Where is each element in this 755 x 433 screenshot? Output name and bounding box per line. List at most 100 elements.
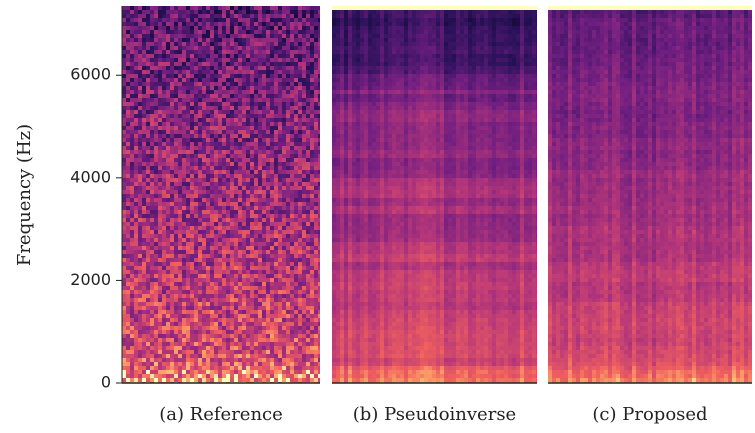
spectrogram-cell	[190, 122, 194, 126]
spectrogram-cell	[306, 142, 310, 146]
spectrogram-cell	[262, 222, 266, 226]
spectrogram-cell	[210, 290, 214, 294]
spectrogram-cell	[174, 214, 178, 218]
spectrogram-cell	[234, 326, 238, 330]
spectrogram-cell	[302, 50, 306, 54]
spectrogram-cell	[198, 366, 202, 370]
spectrogram-cell	[318, 146, 320, 150]
spectrogram-cell	[258, 38, 262, 42]
spectrogram-cell	[198, 34, 202, 38]
spectrogram-cell	[290, 90, 294, 94]
spectrogram-cell	[186, 194, 190, 198]
spectrogram-cell	[258, 226, 262, 230]
spectrogram-cell	[246, 366, 250, 370]
spectrogram-cell	[190, 78, 194, 82]
spectrogram-cell	[294, 182, 298, 186]
spectrogram-cell	[194, 166, 198, 170]
spectrogram-cell	[464, 6, 468, 10]
spectrogram-cell	[182, 106, 186, 110]
spectrogram-cell	[286, 174, 290, 178]
spectrogram-cell	[310, 118, 314, 122]
spectrogram-cell	[142, 70, 146, 74]
spectrogram-cell	[532, 6, 536, 10]
spectrogram-cell	[250, 102, 254, 106]
spectrogram-cell	[174, 62, 178, 66]
spectrogram-cell	[178, 214, 182, 218]
spectrogram-cell	[452, 10, 456, 14]
spectrogram-cell	[290, 134, 294, 138]
spectrogram-cell	[150, 150, 154, 154]
spectrogram-cell	[202, 254, 206, 258]
spectrogram-cell	[154, 6, 158, 10]
spectrogram-cell	[158, 194, 162, 198]
spectrogram-cell	[194, 270, 198, 274]
spectrogram-cell	[174, 82, 178, 86]
spectrogram-cell	[214, 306, 218, 310]
spectrogram-cell	[158, 134, 162, 138]
spectrogram-cell	[290, 126, 294, 130]
spectrogram-cell	[238, 182, 242, 186]
spectrogram-cell	[158, 370, 162, 374]
spectrogram-cell	[154, 90, 158, 94]
spectrogram-cell	[194, 38, 198, 42]
spectrogram-cell	[254, 362, 258, 366]
spectrogram-cell	[170, 222, 174, 226]
spectrogram-cell	[314, 10, 318, 14]
spectrogram-cell	[282, 30, 286, 34]
spectrogram-cell	[348, 10, 352, 14]
spectrogram-cell	[262, 174, 266, 178]
spectrogram-cell	[218, 298, 222, 302]
spectrogram-cell	[138, 226, 142, 230]
spectrogram-cell	[214, 318, 218, 322]
spectrogram-cell	[150, 102, 154, 106]
spectrogram-cell	[314, 334, 318, 338]
spectrogram-cell	[170, 94, 174, 98]
spectrogram-cell	[234, 230, 238, 234]
spectrogram-cell	[266, 178, 270, 182]
spectrogram-cell	[174, 266, 178, 270]
spectrogram-cell	[310, 298, 314, 302]
spectrogram-cell	[198, 266, 202, 270]
spectrogram-cell	[266, 170, 270, 174]
spectrogram-cell	[254, 114, 258, 118]
spectrogram-cell	[306, 26, 310, 30]
spectrogram-cell	[524, 18, 528, 22]
spectrogram-cell	[340, 18, 344, 22]
spectrogram-cell	[178, 338, 182, 342]
spectrogram-cell	[290, 34, 294, 38]
spectrogram-cell	[178, 62, 182, 66]
spectrogram-cell	[254, 94, 258, 98]
spectrogram-cell	[230, 174, 234, 178]
spectrogram-cell	[254, 298, 258, 302]
spectrogram-cell	[210, 378, 214, 382]
spectrogram-cell	[126, 238, 130, 242]
spectrogram-cell	[286, 170, 290, 174]
spectrogram-cell	[206, 54, 210, 58]
spectrogram-cell	[508, 14, 512, 18]
spectrogram-cell	[130, 302, 134, 306]
spectrogram-cell	[150, 54, 154, 58]
spectrogram-cell	[234, 286, 238, 290]
spectrogram-cell	[198, 118, 202, 122]
spectrogram-cell	[306, 62, 310, 66]
spectrogram-cell	[206, 358, 210, 362]
spectrogram-cell	[146, 94, 150, 98]
spectrogram-cell	[146, 354, 150, 358]
spectrogram-cell	[170, 86, 174, 90]
spectrogram-cell	[166, 278, 170, 282]
spectrogram-cell	[318, 358, 320, 362]
spectrogram-cell	[302, 314, 306, 318]
spectrogram-cell	[158, 374, 162, 378]
spectrogram-cell	[230, 134, 234, 138]
spectrogram-cell	[210, 198, 214, 202]
spectrogram-cell	[206, 338, 210, 342]
spectrogram-cell	[190, 174, 194, 178]
spectrogram-cell	[230, 330, 234, 334]
spectrogram-cell	[218, 58, 222, 62]
spectrogram-cell	[408, 6, 412, 10]
spectrogram-cell	[126, 258, 130, 262]
spectrogram-cell	[126, 366, 130, 370]
spectrogram-cell	[372, 6, 376, 10]
spectrogram-cell	[262, 34, 266, 38]
spectrogram-cell	[194, 358, 198, 362]
